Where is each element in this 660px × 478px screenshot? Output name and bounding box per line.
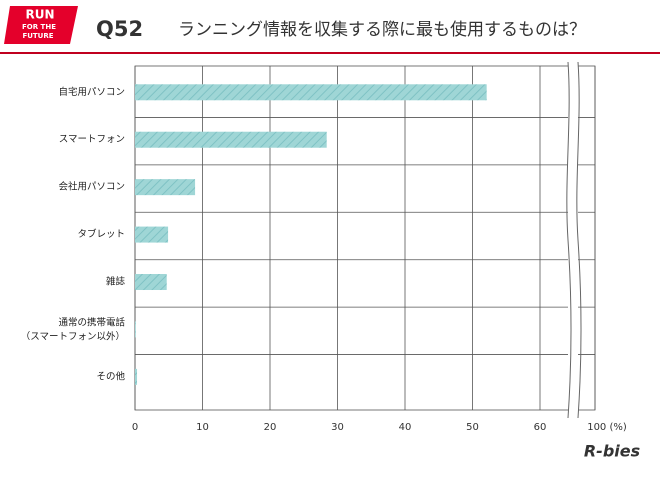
header-rule (0, 52, 660, 54)
x-tick-label: 30 (331, 422, 344, 433)
bars (135, 84, 487, 385)
y-tick-label: タブレット (77, 228, 125, 240)
x-tick-label: 60 (534, 422, 547, 433)
logo-badge (4, 6, 78, 44)
logo-text: FOR THE (22, 23, 56, 31)
y-tick-label: 会社用パソコン (58, 181, 125, 193)
x-tick-label: 100 (%) (587, 422, 627, 433)
y-tick-label: その他 (96, 370, 125, 382)
x-tick-label: 0 (132, 422, 138, 433)
bar (135, 179, 196, 196)
break-gap (568, 62, 578, 418)
logo-text: FUTURE (22, 32, 53, 40)
bar (135, 226, 169, 243)
x-tick-label: 20 (264, 422, 277, 433)
grid (134, 65, 596, 411)
break-line (576, 61, 582, 419)
y-tick-label: 雑誌 (106, 276, 126, 288)
bar (135, 84, 487, 101)
bar (135, 131, 327, 148)
bar (135, 321, 136, 338)
y-tick-label: スマートフォン (59, 134, 125, 145)
axis-break (566, 61, 582, 419)
y-tick-label: 通常の携帯電話（スマートフォン以外） (21, 316, 126, 342)
x-tick-label: 10 (196, 422, 209, 433)
break-line (566, 61, 572, 419)
bar (135, 274, 167, 291)
x-tick-label: 50 (466, 422, 479, 433)
labels: 0 10 20 30 40 50 60 100 (%) 自宅用パソコンスマートフォン会社用パソコ… (21, 86, 627, 433)
chart-title: Q52 (96, 17, 143, 41)
logo-text: RUN (25, 8, 54, 22)
brand-logo: R-bies (584, 442, 640, 461)
chart-subtitle: ランニング情報を収集する際に最も使用するものは？ (178, 19, 586, 40)
bar (135, 368, 138, 385)
x-tick-label: 40 (399, 422, 412, 433)
y-tick-label: 自宅用パソコン (58, 86, 125, 98)
logo: RUN FOR THE FUTURE (4, 6, 78, 44)
